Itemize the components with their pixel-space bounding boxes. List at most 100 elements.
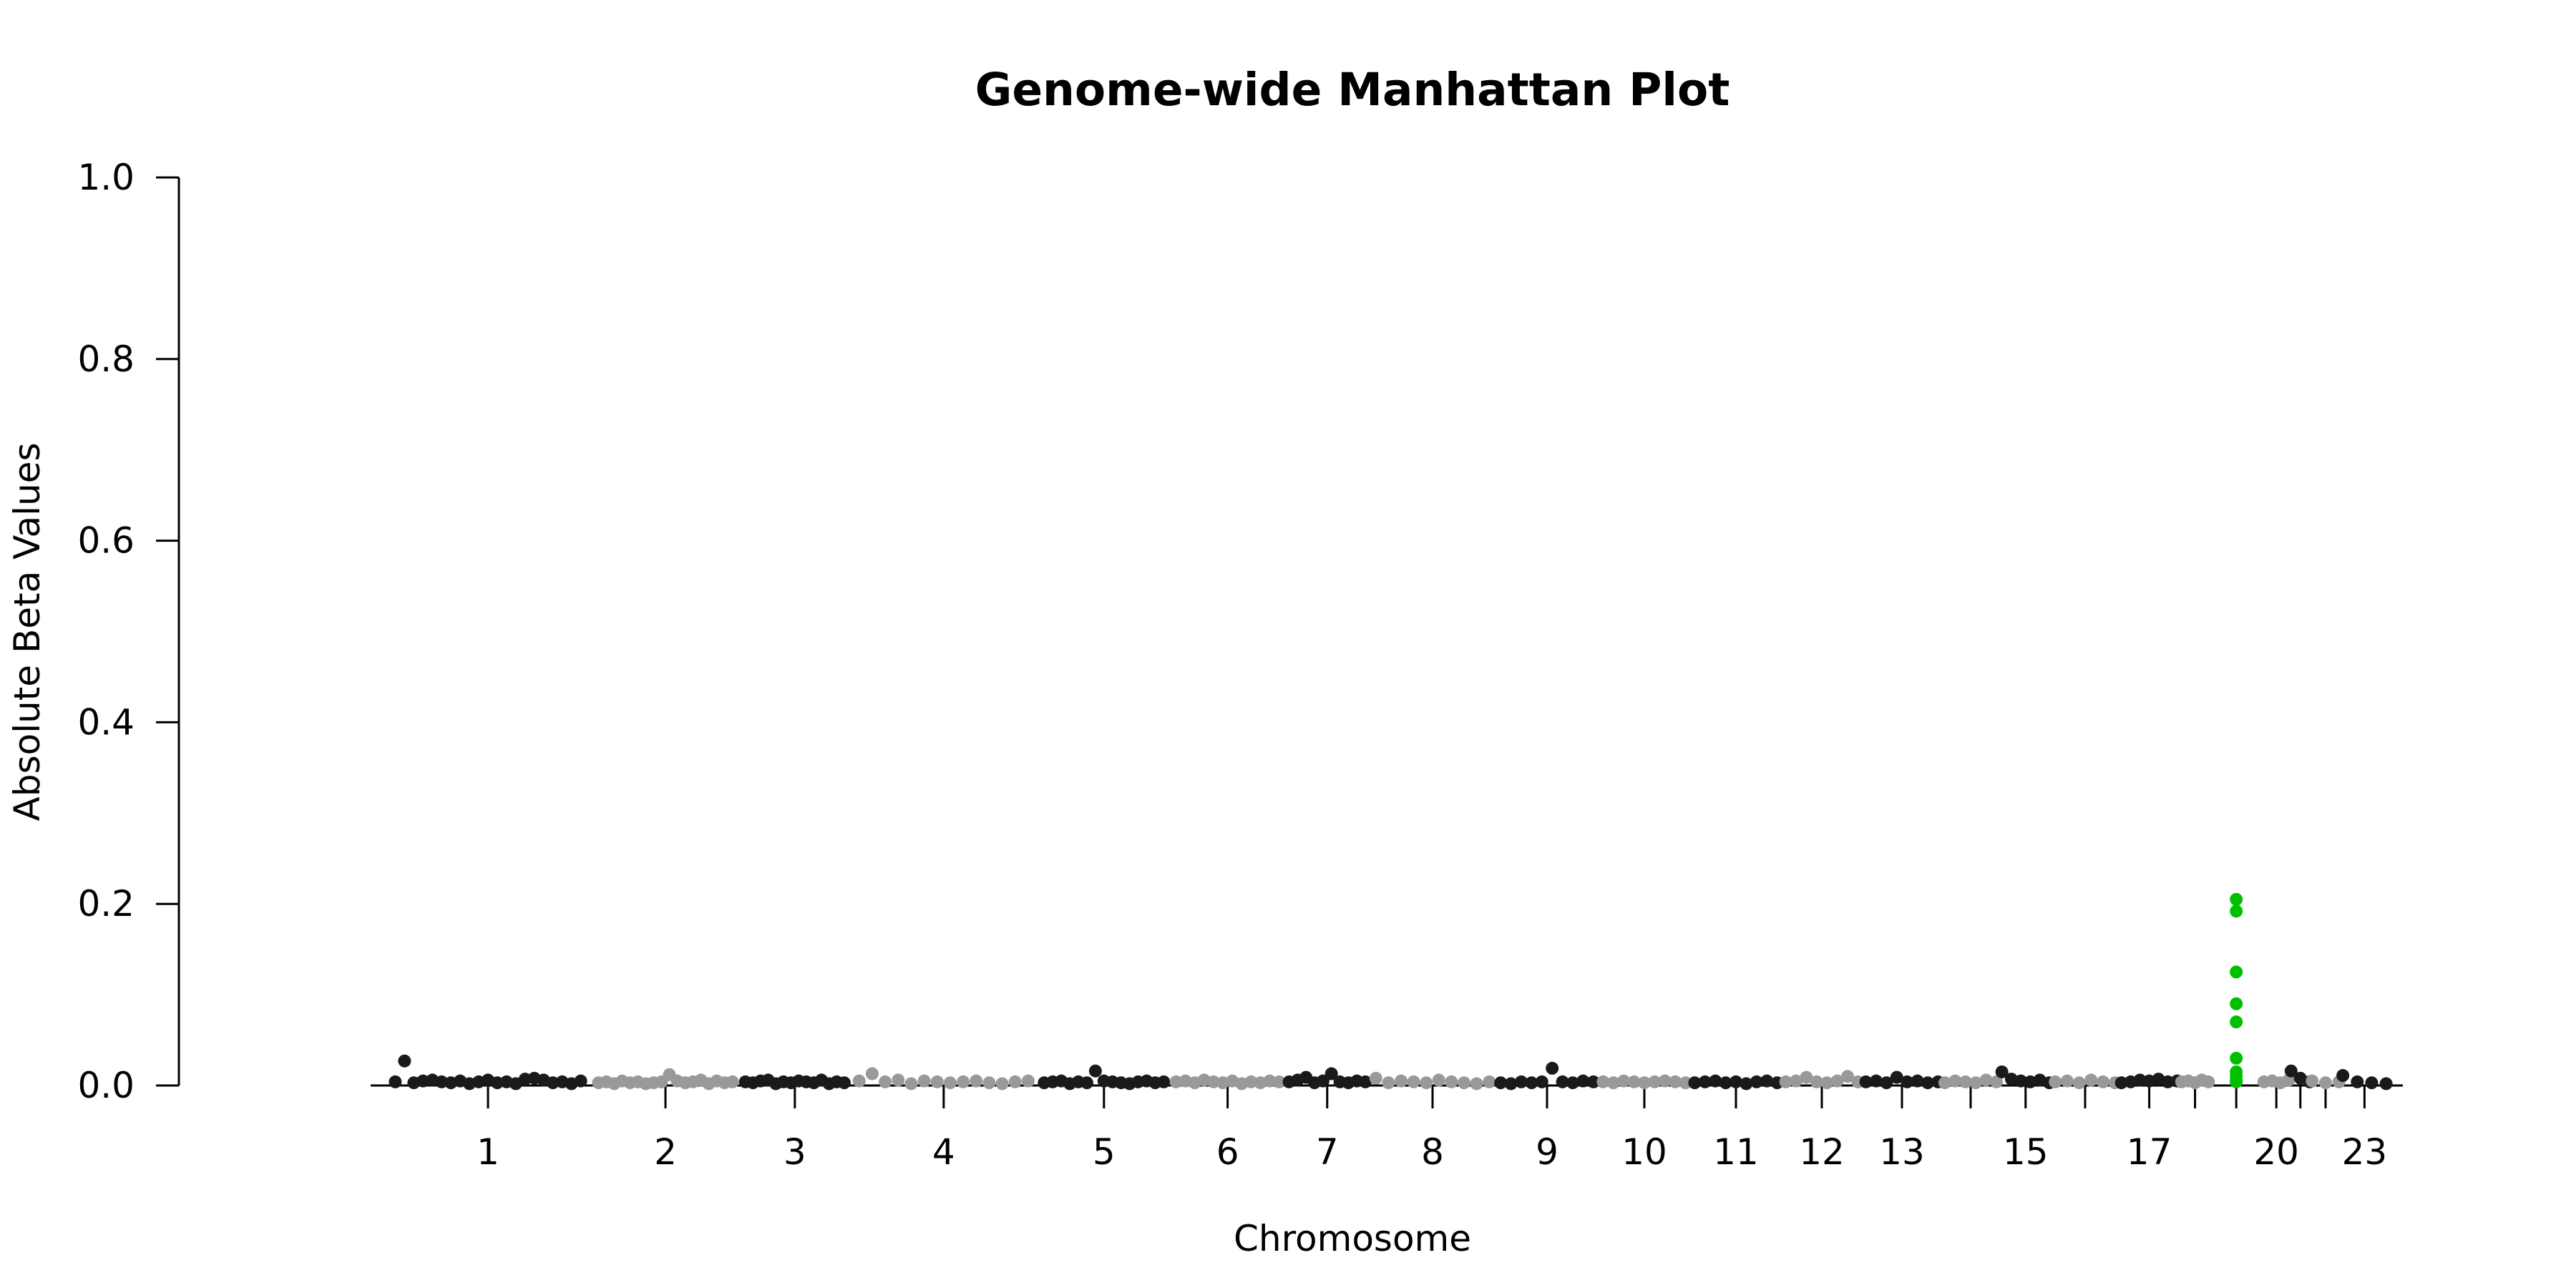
x-tick-label: 15 [2003,1131,2049,1173]
data-point [2319,1076,2332,1090]
data-point [1080,1076,1093,1090]
data-point [2306,1074,2319,1088]
data-point [416,1074,430,1088]
data-point [1008,1075,1022,1088]
data-point [1979,1073,1993,1087]
x-tick-label: 4 [932,1131,955,1173]
data-point [1359,1075,1372,1088]
data-point [1535,1075,1548,1088]
data-point [2114,1076,2128,1090]
data-point [1870,1074,1883,1088]
data-point [1576,1074,1590,1088]
data-point [435,1075,449,1088]
x-tick-label: 10 [1621,1131,1667,1173]
data-point [1617,1074,1631,1088]
data-point [879,1075,892,1088]
data-points [389,892,2393,1091]
y-tick-label: 0.8 [77,338,135,380]
data-point [1596,1075,1610,1088]
data-point [1606,1076,1620,1090]
data-point [2379,1077,2393,1091]
data-point [1324,1067,1338,1080]
data-point [1206,1075,1220,1088]
data-point [1750,1075,1763,1088]
data-point [546,1076,560,1090]
data-point [852,1074,866,1088]
data-point [1407,1075,1420,1088]
data-point [1169,1075,1183,1088]
data-point [2284,1064,2298,1078]
x-tick-label: 12 [1799,1131,1845,1173]
data-point [2060,1074,2074,1088]
data-point [1395,1074,1407,1088]
data-point [1790,1074,1802,1088]
data-point [1021,1074,1035,1088]
data-point [1938,1076,1951,1090]
data-point [574,1074,587,1088]
data-point [1648,1075,1662,1088]
data-point [1432,1073,1445,1087]
data-point [1088,1064,1102,1078]
data-point [2161,1075,2175,1088]
x-tick-label: 5 [1093,1131,1116,1173]
data-point [1556,1075,1569,1088]
y-tick-label: 0.4 [77,701,135,743]
data-point [1958,1075,1972,1088]
data-point [1566,1076,1579,1090]
x-tick-label: 8 [1421,1131,1444,1173]
data-point [1515,1075,1528,1088]
highlight-point [2230,904,2243,918]
data-point [904,1077,918,1091]
data-point [490,1076,504,1090]
data-point [1483,1075,1496,1088]
data-point [1157,1075,1171,1088]
data-point [1800,1070,1813,1084]
y-axis-label: Absolute Beta Values [6,443,48,821]
data-point [1880,1076,1893,1090]
data-point [1760,1074,1774,1088]
data-point [1679,1076,1692,1090]
y-tick-label: 0.6 [77,520,135,562]
highlight-point [2230,997,2243,1010]
data-point [943,1076,957,1090]
data-point [1420,1076,1433,1090]
data-point [1740,1077,1753,1091]
data-point [1719,1076,1732,1090]
data-point [1316,1074,1330,1088]
data-point [1948,1074,1962,1088]
data-point [2202,1075,2215,1088]
data-point [2097,1075,2110,1088]
data-point [837,1076,851,1090]
x-tick-label: 9 [1536,1131,1558,1173]
data-point [2351,1075,2364,1088]
data-point [1810,1075,1823,1088]
y-axis: 0.0 0.2 0.4 0.6 0.8 1.0 [77,157,180,1106]
data-point [1546,1061,1559,1075]
x-tick-label: 23 [2342,1131,2388,1173]
data-point [995,1077,1009,1091]
data-point [1890,1070,1903,1084]
y-tick-label: 1.0 [77,157,135,198]
data-point [398,1054,411,1068]
data-point [1911,1074,1924,1088]
data-point [1921,1076,1934,1090]
x-tick-label: 3 [784,1131,806,1173]
data-point [1669,1075,1682,1088]
y-tick-label: 0.2 [77,883,135,924]
data-point [1369,1071,1382,1085]
data-point [892,1073,905,1087]
highlight-point [2230,1075,2243,1088]
data-point [1263,1074,1277,1088]
x-tick-label: 7 [1316,1131,1339,1173]
data-point [2014,1074,2028,1088]
data-point [1627,1075,1641,1088]
data-point [2133,1073,2147,1087]
y-tick-label: 0.0 [77,1065,135,1106]
x-tick-label: 6 [1216,1131,1239,1173]
data-point [1470,1077,1483,1091]
x-axis: 1 2 3 4 5 6 7 8 9 10 11 12 13 15 17 20 23 [371,1084,2403,1173]
data-point [1445,1075,1458,1088]
data-point [1709,1074,1722,1088]
data-point [1901,1075,1914,1088]
